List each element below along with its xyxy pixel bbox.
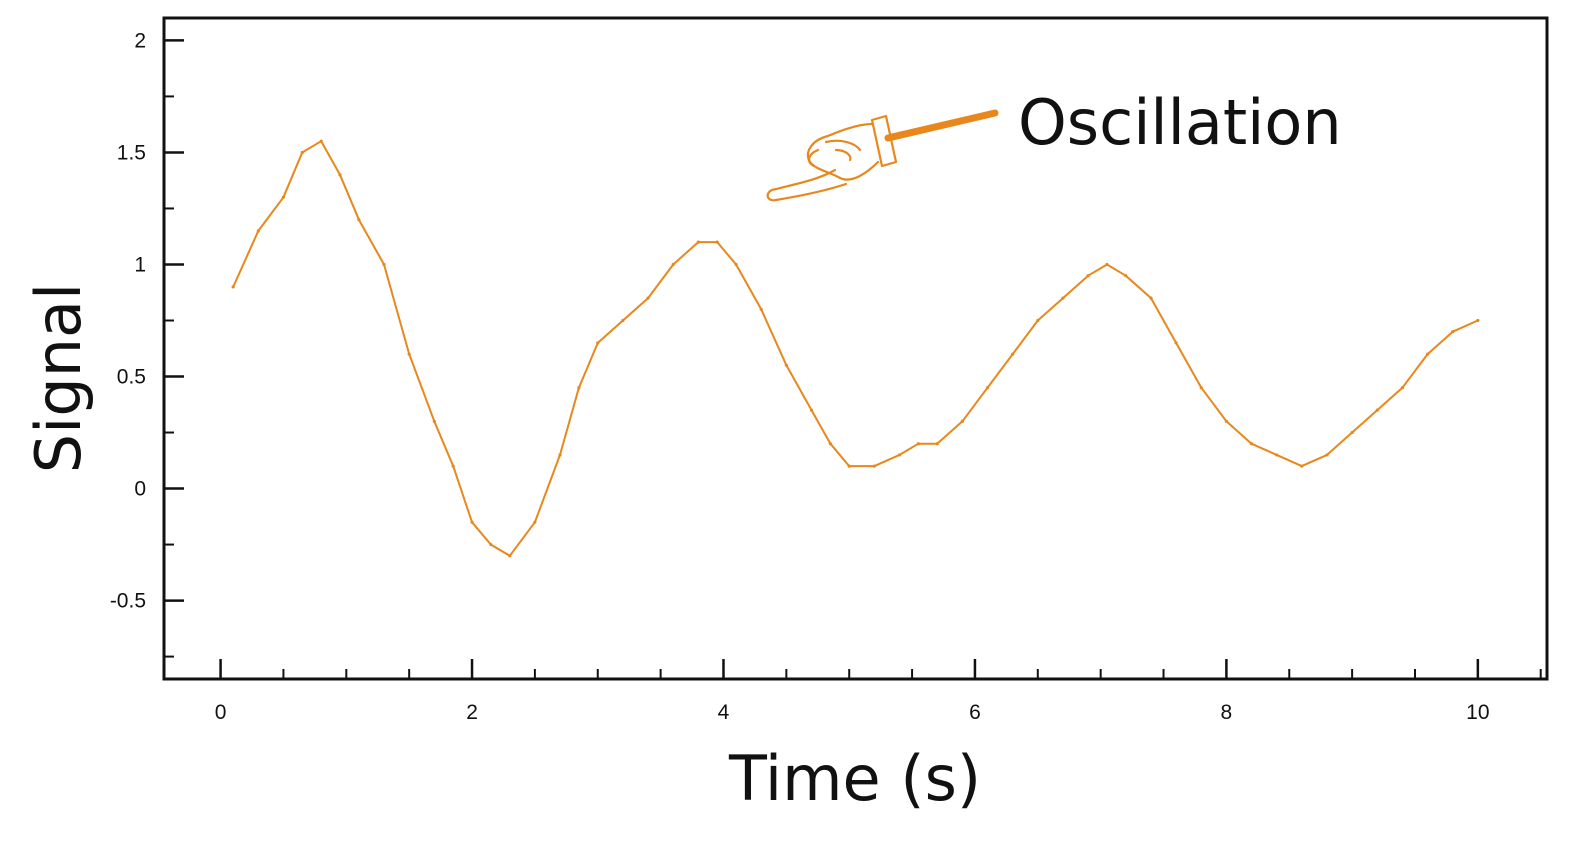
y-axis-title: Signal — [22, 283, 95, 473]
x-tick-label: 2 — [466, 701, 478, 724]
annotation: Oscillation — [766, 86, 1342, 202]
series-point — [696, 240, 700, 244]
series-point — [382, 262, 386, 267]
series-point — [1011, 352, 1015, 356]
series-point — [451, 464, 455, 468]
series-point — [470, 520, 474, 524]
series-point — [256, 229, 260, 233]
series-point — [1199, 386, 1203, 390]
series-point — [1451, 330, 1455, 334]
series-point — [231, 285, 235, 289]
series-point — [1149, 296, 1153, 300]
series-point — [1275, 453, 1279, 457]
annotation-pointer-line — [884, 109, 999, 142]
y-tick-label: 0 — [134, 478, 146, 501]
series-point — [489, 542, 493, 547]
x-tick-label: 8 — [1221, 701, 1233, 724]
series-point — [1224, 419, 1228, 423]
series-point — [646, 296, 650, 300]
series-point — [828, 442, 832, 446]
series-point — [715, 240, 719, 244]
pointing-hand-icon — [766, 114, 898, 202]
series-point — [784, 363, 788, 367]
series-point — [1300, 464, 1304, 468]
series-point — [338, 173, 342, 177]
series-point — [407, 352, 411, 356]
series-point — [985, 386, 990, 390]
series-point — [281, 195, 286, 199]
series-point — [1350, 430, 1354, 435]
x-axis-title: Time (s) — [728, 742, 981, 815]
y-tick-label: -0.5 — [110, 590, 146, 613]
series-point — [1400, 386, 1405, 390]
series-point — [809, 408, 814, 412]
series-point — [916, 442, 920, 446]
series-point — [558, 453, 562, 457]
series-point — [533, 520, 537, 524]
series-point — [734, 262, 738, 267]
series-point — [1249, 442, 1254, 446]
series-point — [1476, 318, 1480, 323]
series-point — [1061, 296, 1065, 300]
plot-frame — [162, 16, 1549, 681]
series-point — [596, 341, 600, 345]
series-point — [432, 419, 436, 423]
series-point — [872, 464, 876, 468]
y-axis: -0.5 0 0.5 1 1.5 2 — [110, 29, 184, 658]
x-tick-label: 4 — [718, 701, 730, 724]
series-point — [577, 386, 581, 390]
series-points — [231, 139, 1480, 558]
x-tick-label: 10 — [1466, 701, 1489, 724]
series-point — [960, 419, 964, 423]
x-tick-label: 0 — [215, 701, 227, 724]
x-tick-label: 6 — [969, 701, 981, 724]
y-tick-label: 1 — [134, 253, 146, 276]
y-tick-label: 0.5 — [117, 366, 146, 389]
series-point — [1036, 318, 1040, 323]
series-point — [508, 554, 512, 558]
annotation-label: Oscillation — [1018, 86, 1342, 159]
y-tick-label: 1.5 — [117, 141, 146, 164]
series-point — [1124, 274, 1128, 278]
series-point — [621, 318, 625, 323]
series-point — [1375, 408, 1379, 412]
series-point — [1325, 453, 1329, 457]
series-point — [935, 442, 939, 446]
series-point — [1086, 274, 1090, 278]
series-point — [897, 453, 902, 457]
series-point — [357, 218, 361, 222]
series-point — [759, 307, 763, 311]
series-point — [1174, 341, 1178, 345]
series-point — [671, 262, 675, 267]
series-point — [319, 139, 323, 143]
x-axis: 0 2 4 6 8 10 — [215, 659, 1542, 724]
series-point — [300, 150, 304, 155]
series-point — [1425, 352, 1430, 356]
signal-series-line — [232, 140, 1479, 557]
series-point — [1105, 262, 1109, 267]
y-tick-label: 2 — [134, 29, 146, 52]
series-point — [847, 464, 851, 468]
